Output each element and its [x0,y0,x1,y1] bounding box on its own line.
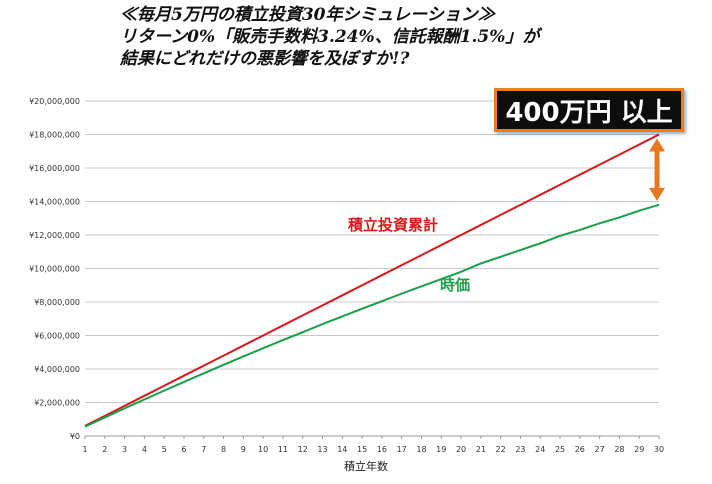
x-tick-label: 7 [201,445,206,454]
x-tick-label: 1 [82,445,87,454]
x-tick-label: 30 [654,445,664,454]
x-tick-label: 24 [535,445,545,454]
y-tick-label: ¥14,000,000 [29,198,80,207]
x-tick-label: 25 [555,445,565,454]
x-axis-label: 積立年数 [344,459,388,473]
x-tick-label: 2 [102,445,107,454]
y-tick-label: ¥10,000,000 [29,265,80,274]
x-tick-label: 13 [317,445,327,454]
x-tick-label: 5 [162,445,167,454]
gridlines [85,100,659,403]
x-tick-label: 21 [476,445,486,454]
difference-arrow [649,138,665,201]
x-tick-label: 17 [397,445,407,454]
y-tick-label: ¥16,000,000 [29,164,80,173]
title-line-3: 結果にどれだけの悪影響を及ぼすか!? [120,49,410,69]
x-tick-label: 9 [241,445,246,454]
x-tick-label: 3 [122,445,127,454]
arrow-head-down [649,187,665,201]
x-tick-label: 8 [221,445,226,454]
x-axis-ticks: 1 2 3 4 5 6 7 8 9 10 11 12 13 14 15 16 17 18 19 20 21 22 23 24 2… [82,436,664,454]
x-tick-label: 19 [436,445,446,454]
x-tick-label: 6 [181,445,186,454]
series-lines [84,133,660,428]
x-tick-label: 26 [575,445,585,454]
y-axis-ticks: ¥0 ¥2,000,000 ¥4,000,000 ¥6,000,000 ¥8,000,0… [29,97,80,441]
x-tick-label: 29 [634,445,644,454]
x-tick-label: 23 [515,445,525,454]
x-tick-label: 22 [496,445,506,454]
x-tick-label: 16 [377,445,387,454]
chart-title: ≪毎月5万円の積立投資30年シミュレーション≫ リターン0%「販売手数料3.24… [120,4,560,70]
title-line-2: リターン0%「販売手数料3.24%、信託報酬1.5%」が [120,27,540,47]
series-label-2: 時価 [440,276,470,294]
x-tick-label: 14 [337,445,347,454]
series-label-1: 積立投資累計 [347,216,438,234]
series-line-2 [84,203,660,428]
y-tick-label: ¥6,000,000 [34,332,80,341]
x-tick-label: 11 [278,445,288,454]
x-tick-label: 10 [258,445,268,454]
x-tick-label: 28 [614,445,624,454]
y-tick-label: ¥12,000,000 [29,231,80,240]
y-tick-label: ¥2,000,000 [34,399,80,408]
y-tick-label: ¥0 [70,432,80,441]
y-tick-label: ¥8,000,000 [34,298,80,307]
x-tick-label: 12 [298,445,308,454]
series-line-1 [84,133,660,427]
x-tick-label: 15 [357,445,367,454]
x-tick-label: 18 [416,445,426,454]
x-tick-label: 27 [595,445,605,454]
x-tick-label: 4 [142,445,147,454]
difference-callout: 400万円 以上 [494,88,684,132]
y-tick-label: ¥20,000,000 [29,97,80,106]
x-tick-label: 20 [456,445,466,454]
title-line-1: ≪毎月5万円の積立投資30年シミュレーション≫ [120,5,495,25]
y-tick-label: ¥18,000,000 [29,131,80,140]
arrow-head-up [649,138,665,152]
y-tick-label: ¥4,000,000 [34,365,80,374]
